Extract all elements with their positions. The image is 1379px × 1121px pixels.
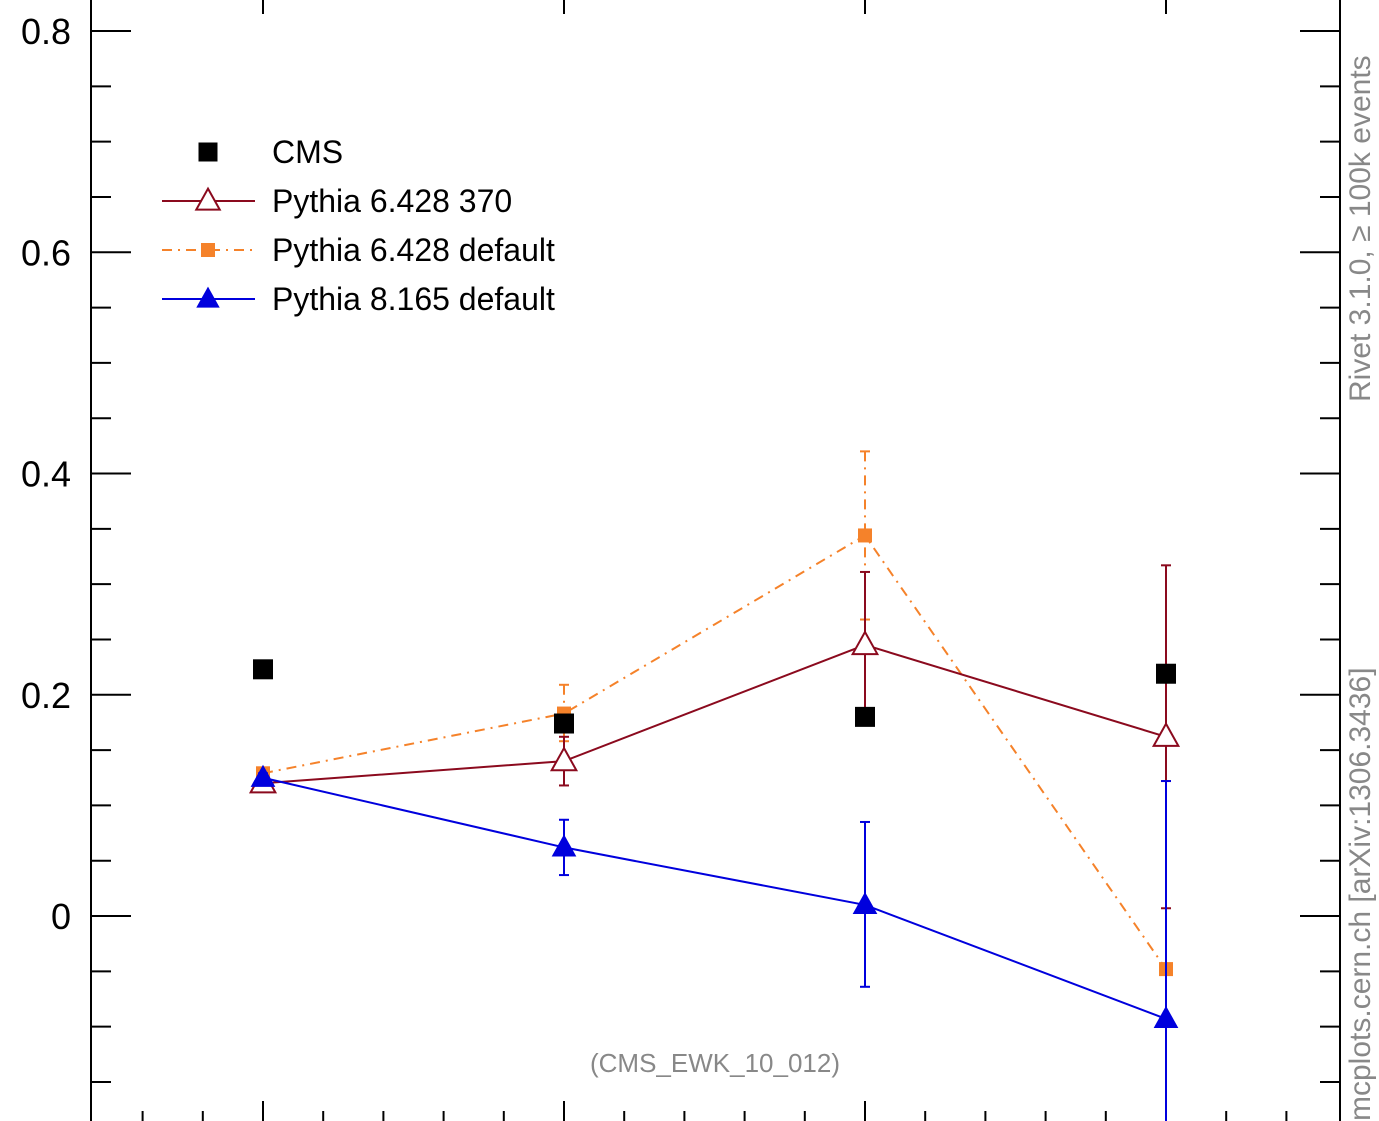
data-point <box>551 834 577 857</box>
data-point <box>855 706 875 727</box>
series-line <box>262 776 1167 1020</box>
y-tick-label: 0.8 <box>21 11 71 52</box>
data-point <box>858 528 872 543</box>
y-tick-label: 0.2 <box>21 675 71 716</box>
analysis-tag: (CMS_EWK_10_012) <box>590 1048 840 1078</box>
y-tick-label: 0.6 <box>21 232 71 273</box>
series-pythia-6-428-default <box>256 450 1173 1121</box>
data-point <box>549 746 579 772</box>
data-point <box>554 713 574 734</box>
data-point <box>852 891 878 915</box>
legend-label: Pythia 8.165 default <box>272 281 555 317</box>
data-point <box>850 629 880 656</box>
series-line <box>262 534 1167 970</box>
legend: CMS Pythia 6.428 370 Pythia 6.428 default P… <box>162 134 555 317</box>
legend-marker <box>198 142 218 162</box>
data-point <box>250 764 276 787</box>
side-label-mcplots: mcplots.cern.ch [arXiv:1306.3436] <box>1344 667 1377 1121</box>
series-pythia-8-165-default <box>250 764 1179 1121</box>
legend-label: Pythia 6.428 default <box>272 232 555 268</box>
legend-label: CMS <box>272 134 343 170</box>
series-cms <box>253 659 1176 734</box>
series-group <box>248 450 1181 1121</box>
legend-entry: Pythia 8.165 default <box>162 281 555 317</box>
data-point <box>1151 721 1181 747</box>
legend-marker <box>201 243 215 257</box>
data-point <box>1156 663 1176 684</box>
plot-frame <box>90 0 1341 1121</box>
legend-label: Pythia 6.428 370 <box>272 183 512 219</box>
axis-ticks: 0 0.2 0.4 0.6 0.8 <box>21 0 1340 1121</box>
legend-marker <box>196 286 220 308</box>
data-point <box>253 659 273 680</box>
y-tick-label: 0 <box>51 896 71 937</box>
legend-marker <box>194 186 222 211</box>
legend-entry: CMS <box>198 134 343 170</box>
side-label-rivet: Rivet 3.1.0, ≥ 100k events <box>1344 55 1377 402</box>
legend-entry: Pythia 6.428 370 <box>162 183 512 219</box>
series-pythia-6-428-370 <box>248 564 1181 910</box>
data-point <box>1153 1005 1179 1028</box>
series-line <box>262 643 1167 785</box>
y-tick-label: 0.4 <box>21 454 71 495</box>
legend-entry: Pythia 6.428 default <box>162 232 555 268</box>
